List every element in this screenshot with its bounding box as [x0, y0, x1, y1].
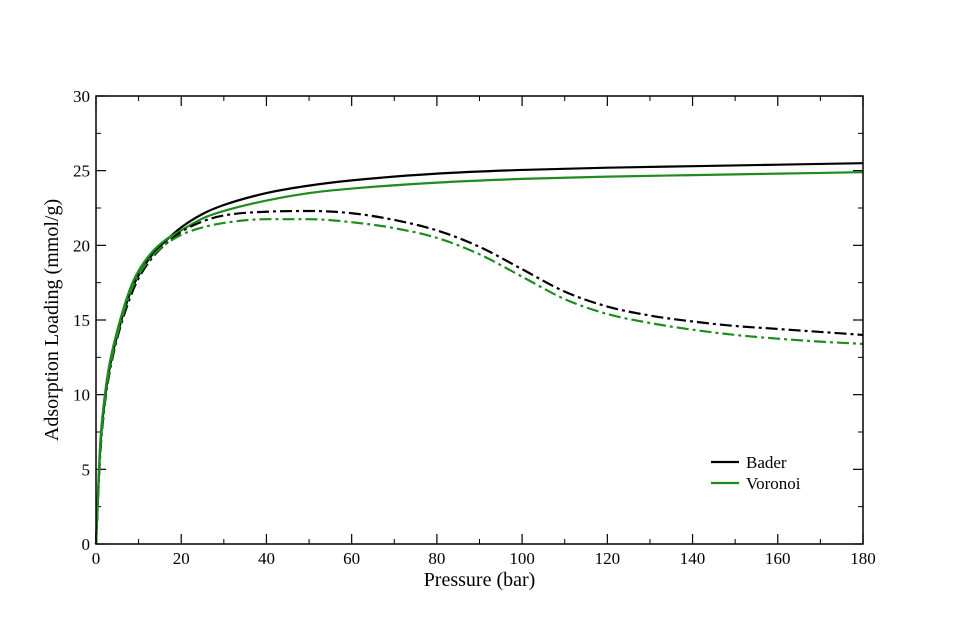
labels-layer: 0 20 40 60 80 100 120 140 160 180 0 5 10 15 20 25 30 — [73, 87, 876, 568]
x-tick-label: 100 — [509, 549, 535, 568]
legend-label-bader: Bader — [746, 453, 787, 472]
legend: Bader Voronoi — [711, 453, 801, 493]
y-tick-label: 5 — [82, 460, 91, 479]
x-tick-label: 40 — [258, 549, 275, 568]
plot-frame — [95, 95, 864, 545]
y-tick-label: 10 — [73, 386, 90, 405]
x-tick-label: 120 — [595, 549, 621, 568]
y-tick-label: 20 — [73, 236, 90, 255]
x-tick-label: 140 — [680, 549, 706, 568]
x-tick-label: 0 — [92, 549, 101, 568]
x-tick-label: 60 — [343, 549, 360, 568]
legend-label-voronoi: Voronoi — [746, 474, 801, 493]
y-tick-label: 15 — [73, 311, 90, 330]
y-tick-label: 30 — [73, 87, 90, 106]
y-axis-title: Adsorption Loading (mmol/g) — [41, 199, 63, 441]
x-tick-label: 180 — [850, 549, 876, 568]
x-tick-label: 80 — [428, 549, 445, 568]
x-axis-title: Pressure (bar) — [424, 569, 536, 591]
y-tick-label: 25 — [73, 162, 90, 181]
series-voronoi-solid — [94, 171, 864, 545]
series-voronoi-dashdot — [94, 218, 864, 545]
series-layer — [94, 162, 864, 545]
series-bader-dashdot — [94, 209, 864, 545]
x-tick-label: 160 — [765, 549, 791, 568]
x-tick-label: 20 — [173, 549, 190, 568]
y-tick-label: 0 — [82, 535, 91, 554]
